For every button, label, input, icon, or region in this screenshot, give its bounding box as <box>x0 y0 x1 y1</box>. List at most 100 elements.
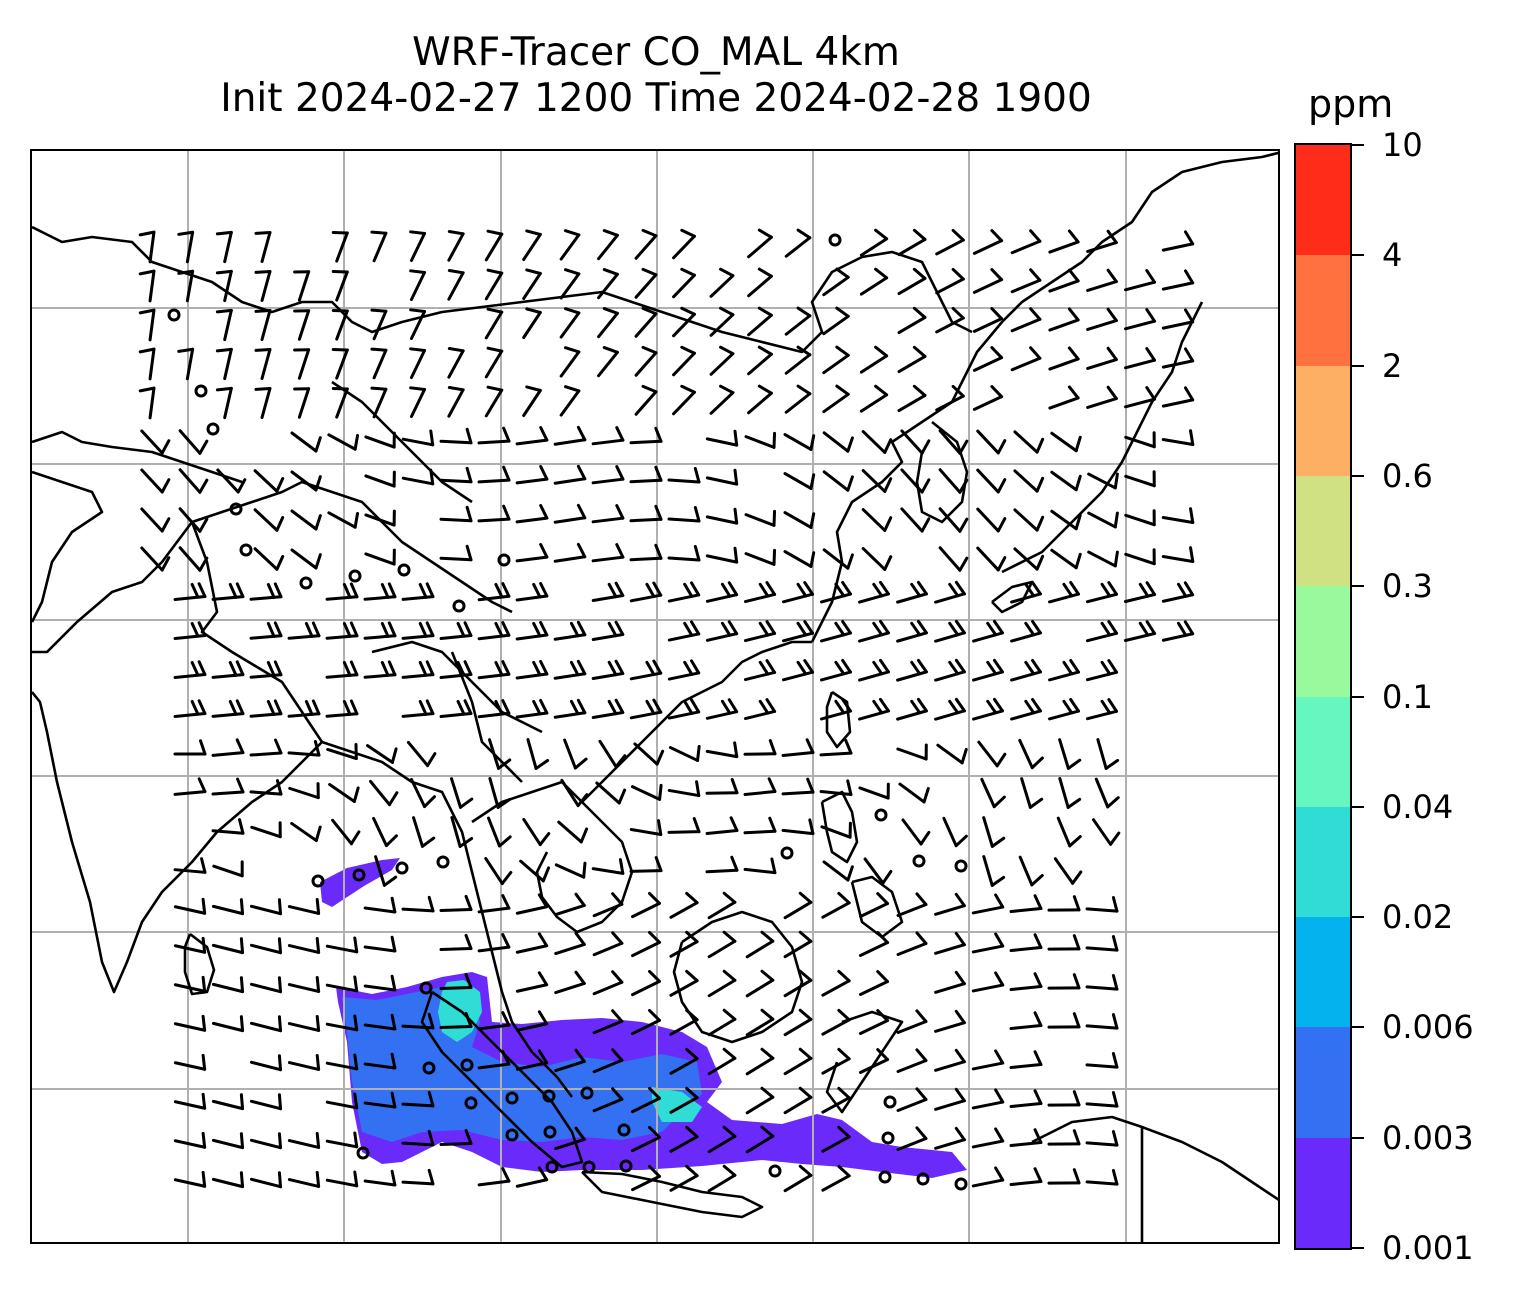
wind-barb <box>173 660 207 679</box>
wind-barb <box>249 1171 283 1189</box>
wind-barb <box>1085 1169 1119 1186</box>
wind-barb <box>1056 816 1082 848</box>
wind-barb <box>1085 974 1119 991</box>
calm-wind-circle <box>543 1125 557 1139</box>
calm-wind-circle <box>356 1146 370 1160</box>
calm-wind-circle <box>582 1160 596 1174</box>
wind-barb <box>631 1164 661 1192</box>
wind-barb <box>439 621 473 641</box>
wind-barb <box>1050 470 1082 492</box>
wind-barb <box>254 348 272 380</box>
wind-barb <box>1047 1168 1081 1185</box>
wind-barb <box>1161 507 1195 524</box>
wind-barb <box>667 817 701 834</box>
wind-barb <box>331 270 349 302</box>
wind-barb <box>325 660 359 679</box>
wind-barb <box>977 740 1007 768</box>
wind-barb <box>1085 935 1119 952</box>
wind-barb <box>559 268 581 300</box>
wind-barb <box>477 504 511 523</box>
wind-barb <box>372 816 398 848</box>
wind-barb <box>140 546 171 572</box>
wind-barb <box>439 894 473 912</box>
wind-barb <box>1161 269 1195 291</box>
wind-barb <box>784 384 812 414</box>
wind-barb <box>669 969 699 997</box>
wind-barb <box>747 267 773 298</box>
coastline-borneo <box>672 910 804 1044</box>
wind-barb <box>1010 697 1042 721</box>
wind-barb <box>707 1047 737 1076</box>
wind-barb <box>215 230 233 264</box>
wind-barb <box>515 1166 549 1188</box>
calm-wind-circle <box>617 1123 631 1137</box>
wind-barb <box>935 267 965 295</box>
wind-barb <box>249 1093 283 1111</box>
wind-barb <box>401 1129 435 1147</box>
wind-barb <box>592 1009 624 1035</box>
wind-barb <box>249 582 283 601</box>
border-central-asia <box>32 430 243 484</box>
wind-barb <box>439 544 473 562</box>
wind-barb <box>863 857 893 885</box>
wind-barb <box>515 543 549 563</box>
wind-barb <box>447 268 465 301</box>
co-tracer-plume <box>320 858 967 1178</box>
wind-barb <box>705 741 739 759</box>
wind-barb <box>477 621 511 641</box>
wind-barb <box>1087 472 1119 490</box>
colorbar-segment <box>1296 1027 1350 1138</box>
wind-barb <box>287 740 321 757</box>
wind-barb <box>401 1012 435 1030</box>
wind-barb <box>559 307 581 339</box>
wind-barb <box>669 891 699 919</box>
wind-barb <box>896 1009 928 1034</box>
wind-barb <box>1161 386 1195 408</box>
wind-barb <box>705 698 739 720</box>
wind-barb <box>743 620 777 643</box>
wind-barb <box>401 621 435 640</box>
calm-wind-circle <box>954 859 968 873</box>
colorbar-tick-label: 0.006 <box>1382 1008 1474 1047</box>
wind-barb <box>971 1166 1005 1188</box>
wind-barb <box>215 386 233 420</box>
colorbar-segment <box>1296 696 1350 807</box>
wind-barb <box>1009 1128 1043 1148</box>
colorbar-tick <box>1350 916 1364 919</box>
wind-barb <box>972 658 1004 682</box>
wind-barb <box>971 1049 1005 1071</box>
wind-barb <box>287 936 321 954</box>
wind-barb <box>784 345 812 375</box>
wind-barb <box>936 743 968 765</box>
wind-barb <box>934 1009 966 1033</box>
wind-barb <box>553 698 587 719</box>
wind-barb <box>515 1049 549 1071</box>
wind-barb <box>477 1011 511 1031</box>
wind-barb <box>934 619 966 643</box>
wind-barb <box>363 974 397 992</box>
wind-barb <box>744 431 777 449</box>
wind-barb <box>439 1128 473 1146</box>
wind-barb <box>173 975 207 993</box>
calm-wind-circle <box>436 855 450 869</box>
wind-barb <box>526 738 550 770</box>
wind-barb <box>743 857 777 875</box>
wind-barb <box>896 580 928 604</box>
wind-barb <box>709 384 735 415</box>
wind-barb <box>138 386 156 420</box>
calm-wind-circle <box>545 1160 559 1174</box>
colorbar-segment <box>1296 806 1350 918</box>
wind-barb <box>934 892 966 916</box>
wind-barb <box>1123 347 1157 370</box>
wind-barb <box>363 896 397 914</box>
wind-barb <box>1086 268 1118 292</box>
wind-barb <box>1010 619 1042 643</box>
wind-barb <box>783 1086 813 1115</box>
wind-barb <box>631 1086 661 1114</box>
wind-barb <box>249 660 283 679</box>
wind-barb <box>781 777 815 796</box>
wind-barb <box>898 782 930 804</box>
wind-barb <box>743 816 777 835</box>
colorbar-tick-label: 0.04 <box>1382 787 1454 826</box>
wind-barb <box>743 698 777 721</box>
